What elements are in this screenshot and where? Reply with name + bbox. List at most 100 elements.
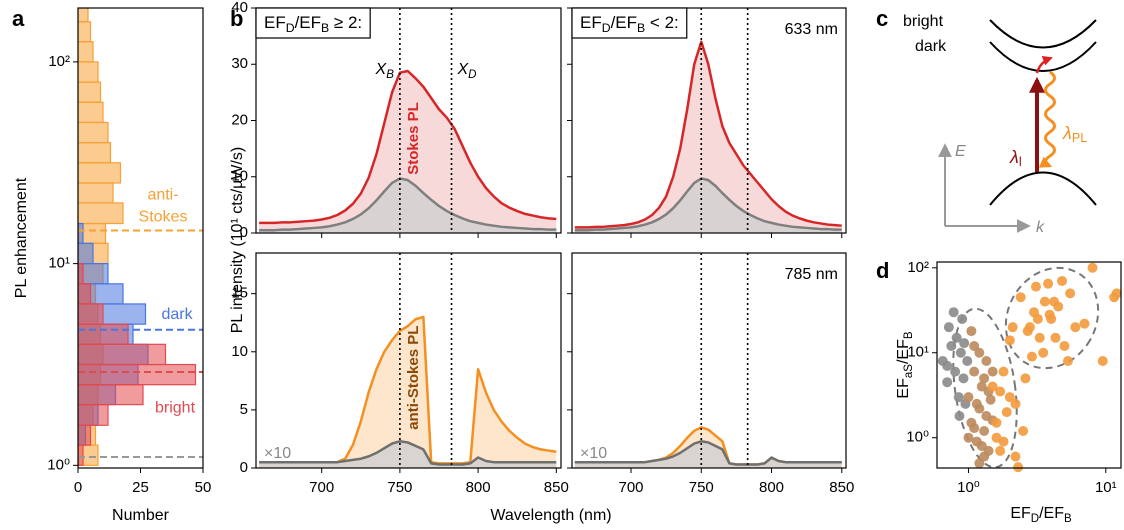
text-part: X [375, 61, 388, 78]
scatter-point [1087, 262, 1098, 273]
series-label: anti- [147, 187, 178, 204]
band-label: bright [903, 13, 944, 30]
scatter-point [963, 392, 974, 403]
peak-label: XD [457, 61, 477, 81]
scatter-point [987, 381, 998, 392]
scatter-point [985, 394, 996, 405]
area [259, 316, 557, 468]
text-part: PL [1072, 131, 1087, 145]
text-part: < 2: [645, 13, 679, 32]
scatter-point [1020, 373, 1031, 384]
histogram-bar [78, 61, 99, 83]
scatter-point [959, 338, 970, 349]
scatter-point [1022, 326, 1033, 337]
axes-frame [936, 261, 1122, 469]
curve-label: anti-Stokes PL [405, 326, 422, 430]
line [574, 177, 842, 232]
scatter-point [1059, 341, 1070, 352]
scatter-point [1004, 335, 1015, 346]
histogram-bar [78, 384, 144, 406]
scatter-point [1001, 407, 1012, 418]
line [259, 440, 557, 466]
text-part: B [637, 21, 645, 35]
axis-label: k [1036, 219, 1045, 236]
x-tick-label: 10⁰ [957, 479, 980, 496]
histogram-bar [78, 162, 122, 184]
scatter-point [969, 423, 980, 434]
histogram-bar [78, 263, 84, 285]
x-tick-label: 800 [466, 479, 491, 496]
line [574, 40, 842, 229]
text-part: /EF [1039, 505, 1064, 522]
histogram-bar [78, 8, 89, 23]
scatter-point [943, 322, 954, 333]
emission-label: λPL [1062, 123, 1087, 146]
scatter-point [1062, 355, 1073, 366]
text-part: EF [1010, 505, 1031, 522]
text-part: /EF [295, 13, 321, 32]
histogram-bar [78, 121, 109, 144]
histogram-bar [78, 404, 109, 426]
scatter-point [962, 355, 973, 366]
y-tick-label: 0 [240, 224, 248, 241]
y-axis-label: PL intensity (10¹ cts/µW/s) [229, 147, 246, 333]
histogram-bar [78, 323, 129, 345]
scatter-point [1004, 392, 1015, 403]
box-label: EFD/EFB ≥ 2: [264, 13, 362, 35]
scatter-point [1010, 451, 1021, 462]
label-box [571, 7, 688, 39]
text-part: l [1019, 155, 1022, 169]
scatter-point [991, 432, 1002, 443]
scatter-point [974, 347, 985, 358]
panel-label: a [12, 6, 25, 31]
scatter-point [976, 440, 987, 451]
x-tick-label: 850 [829, 479, 854, 496]
scatter-point [995, 445, 1006, 456]
scatter-point [957, 313, 968, 324]
scatter-point [1013, 462, 1024, 473]
label-box [255, 7, 371, 39]
scatter-point [969, 366, 980, 377]
panel-label: d [876, 258, 889, 283]
scatter-point [971, 398, 982, 409]
area [574, 41, 842, 233]
line [259, 69, 557, 225]
scatter-point [1007, 322, 1018, 333]
scatter-point [953, 392, 964, 403]
scatter-point [991, 417, 1002, 428]
scatter-point [969, 341, 980, 352]
valence-band [989, 171, 1097, 206]
histogram-bar [78, 242, 94, 265]
x-tick-label: 800 [759, 479, 784, 496]
histogram-bar [78, 101, 104, 124]
x-axis-label: Number [112, 507, 170, 524]
scatter-point [1065, 288, 1076, 299]
curve-label: Stokes PL [405, 102, 422, 175]
scatter-point [1018, 425, 1029, 436]
text-part: D [286, 21, 295, 35]
scatter-point [981, 355, 992, 366]
scatter-point [1079, 318, 1090, 329]
scatter-point [979, 373, 990, 384]
area [259, 441, 557, 468]
histogram-bar [78, 222, 84, 244]
scatter-point [1030, 281, 1041, 292]
y-tick-label: 5 [240, 401, 248, 418]
band-diagram: bright dark λl λPL E k [903, 13, 1097, 236]
scale-label: ×10 [580, 445, 607, 462]
text-part: D [1031, 513, 1039, 525]
x-tick-label: 0 [74, 479, 82, 496]
y-tick-label: 10 [231, 343, 248, 360]
box-label: EFD/EFB < 2: [580, 13, 679, 35]
scatter-point [1038, 347, 1049, 358]
y-tick-label: 20 [231, 111, 248, 128]
scatter-point [979, 451, 990, 462]
x-tick-label: 700 [618, 479, 643, 496]
scatter-point [954, 411, 965, 422]
scatter-point [948, 307, 959, 318]
scatter-point [950, 366, 961, 377]
x-tick-label: 850 [544, 479, 569, 496]
scatter-point [1010, 398, 1021, 409]
histogram-bar [78, 343, 167, 366]
